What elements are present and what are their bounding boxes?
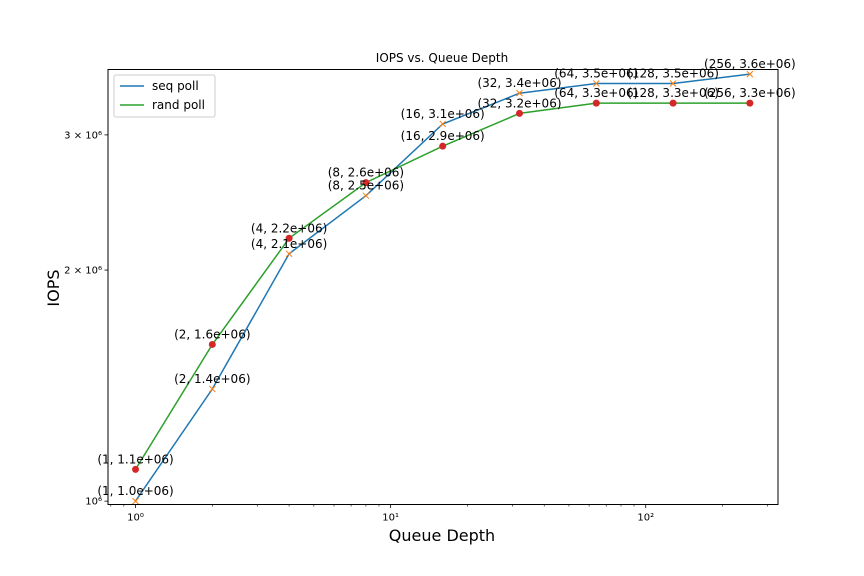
data-label: (1, 1.0e+06) — [97, 484, 173, 498]
data-label: (8, 2.6e+06) — [328, 166, 404, 180]
data-label: (256, 3.6e+06) — [704, 57, 796, 71]
data-label: (8, 2.5e+06) — [328, 179, 404, 193]
plot-area: (1, 1.0e+06) (2, 1.4e+06) (4, 2.1e+06) (8, … — [97, 57, 796, 505]
data-point — [669, 80, 677, 87]
data-point — [208, 385, 216, 393]
data-label: (2, 1.4e+06) — [174, 372, 250, 386]
data-point-stroke — [132, 497, 139, 505]
data-point — [208, 340, 216, 348]
data-label: (4, 2.1e+06) — [251, 237, 327, 251]
plot-frame — [107, 69, 779, 505]
x-axis-label: Queue Depth — [389, 526, 495, 545]
data-label: (128, 3.3e+06) — [627, 86, 719, 100]
y-axis-label: IOPS — [44, 269, 63, 306]
data-point-stroke — [746, 70, 754, 78]
data-point — [592, 80, 600, 87]
data-point-stroke — [285, 250, 293, 258]
data-point — [516, 89, 523, 97]
data-label: (2, 1.6e+06) — [174, 327, 250, 341]
data-label: (32, 3.4e+06) — [477, 76, 561, 90]
data-label: (64, 3.5e+06) — [554, 66, 638, 80]
data-label: (16, 2.9e+06) — [401, 129, 485, 143]
data-label: (64, 3.3e+06) — [554, 86, 638, 100]
data-point — [362, 179, 370, 187]
data-point — [132, 465, 140, 473]
data-point-stroke — [669, 80, 677, 87]
data-point — [285, 234, 293, 242]
data-label: (16, 3.1e+06) — [401, 107, 485, 121]
data-point — [592, 99, 600, 107]
data-label: (256, 3.3e+06) — [704, 86, 796, 100]
legend-label: seq poll — [152, 79, 199, 93]
data-point-stroke — [516, 89, 523, 97]
data-point — [669, 99, 677, 107]
data-point — [439, 120, 447, 128]
y-tick-label: 10⁶ — [85, 497, 102, 508]
data-label: (1, 1.1e+06) — [97, 452, 173, 466]
data-label: (32, 3.2e+06) — [477, 96, 561, 110]
data-point — [439, 142, 447, 150]
data-point — [746, 99, 754, 107]
series-line-1 — [134, 102, 750, 470]
x-tick-label: 10⁰ — [127, 513, 144, 524]
data-point-stroke — [362, 192, 370, 200]
data-point — [515, 109, 523, 117]
x-tick-label: 10¹ — [382, 513, 399, 524]
legend: seq poll rand poll — [113, 74, 216, 118]
y-tick-label: 3 × 10⁶ — [64, 130, 102, 141]
data-point — [132, 497, 139, 505]
data-point-stroke — [439, 120, 447, 128]
data-point-stroke — [208, 385, 216, 393]
data-label: (4, 2.2e+06) — [251, 221, 327, 235]
data-point-stroke — [592, 80, 600, 87]
y-tick-label: 2 × 10⁶ — [64, 266, 102, 277]
data-point — [362, 192, 370, 200]
x-tick-label: 10² — [637, 513, 654, 524]
legend-label: rand poll — [152, 98, 205, 112]
data-point — [285, 250, 293, 258]
data-point — [746, 70, 754, 78]
chart-title: IOPS vs. Queue Depth — [376, 51, 508, 65]
